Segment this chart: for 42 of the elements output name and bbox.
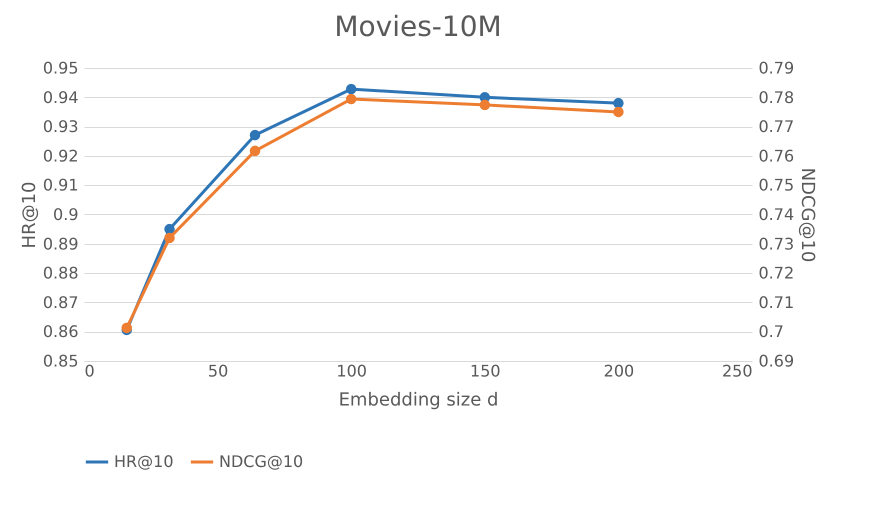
y-tick-label: 0.85 [42, 352, 78, 370]
x-tick-label: 200 [604, 362, 634, 380]
y-tick-label: 0.86 [42, 322, 78, 342]
point [164, 232, 175, 244]
y2-tick-label: 0.74 [758, 205, 794, 224]
x-tick-label: 100 [336, 362, 367, 380]
chart-title: Movies-10M [334, 10, 502, 43]
y-tick-label: 0.88 [42, 264, 78, 283]
y-tick-label: 0.93 [42, 117, 78, 136]
legend-label: NDCG@10 [219, 452, 304, 471]
y2-tick-label: 0.76 [758, 146, 794, 166]
point [480, 100, 490, 110]
y-axis-title: HR@10 [18, 182, 40, 248]
y2-tick-label: 0.69 [758, 352, 794, 370]
x-axis-title: Embedding size d [338, 390, 498, 410]
y-tick-label: 0.9 [53, 205, 78, 224]
y-tick-label: 0.89 [42, 234, 78, 254]
y2-tick-label: 0.79 [758, 58, 794, 78]
y-tick-label: 0.87 [42, 292, 78, 312]
y2-tick-label: 0.75 [758, 176, 794, 195]
y-tick-label: 0.95 [42, 58, 78, 78]
y-tick-label: 0.94 [42, 88, 78, 107]
point [346, 94, 356, 104]
point [250, 146, 260, 156]
y2-tick-label: 0.71 [758, 292, 794, 312]
y2-tick-label: 0.77 [758, 117, 794, 136]
legend-label: HR@10 [114, 452, 174, 471]
y2-axis-title: NDCG@10 [797, 168, 818, 262]
x-tick-label: 250 [722, 362, 752, 380]
y2-tick-label: 0.73 [758, 234, 794, 254]
x-tick-label: 0 [84, 362, 95, 380]
y2-tick-label: 0.78 [758, 88, 794, 107]
y-tick-label: 0.92 [42, 146, 78, 166]
x-tick-label: 50 [208, 362, 228, 380]
point [613, 98, 624, 108]
y-tick-label: 0.91 [42, 176, 78, 195]
y2-tick-label: 0.7 [758, 322, 784, 342]
point [250, 130, 260, 140]
point [613, 106, 624, 118]
x-tick-label: 150 [470, 362, 501, 380]
y2-tick-label: 0.72 [758, 264, 794, 283]
point [346, 84, 356, 94]
